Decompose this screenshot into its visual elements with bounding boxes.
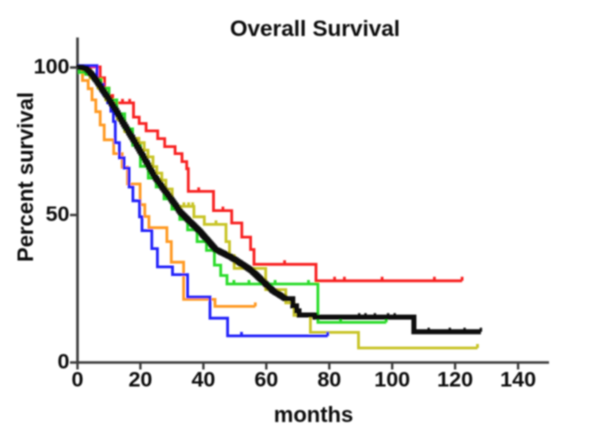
svg-text:Overall Survival: Overall Survival: [230, 16, 400, 41]
svg-text:0: 0: [72, 368, 84, 392]
svg-text:60: 60: [254, 368, 278, 392]
svg-text:40: 40: [191, 368, 215, 392]
svg-text:Percent survival: Percent survival: [13, 92, 38, 262]
svg-text:120: 120: [437, 368, 473, 392]
svg-text:0: 0: [58, 349, 70, 373]
svg-text:80: 80: [317, 368, 341, 392]
svg-text:20: 20: [128, 368, 152, 392]
svg-text:140: 140: [500, 368, 536, 392]
svg-text:50: 50: [46, 202, 70, 226]
svg-text:100: 100: [374, 368, 410, 392]
svg-text:months: months: [274, 402, 353, 427]
svg-text:100: 100: [34, 54, 70, 78]
